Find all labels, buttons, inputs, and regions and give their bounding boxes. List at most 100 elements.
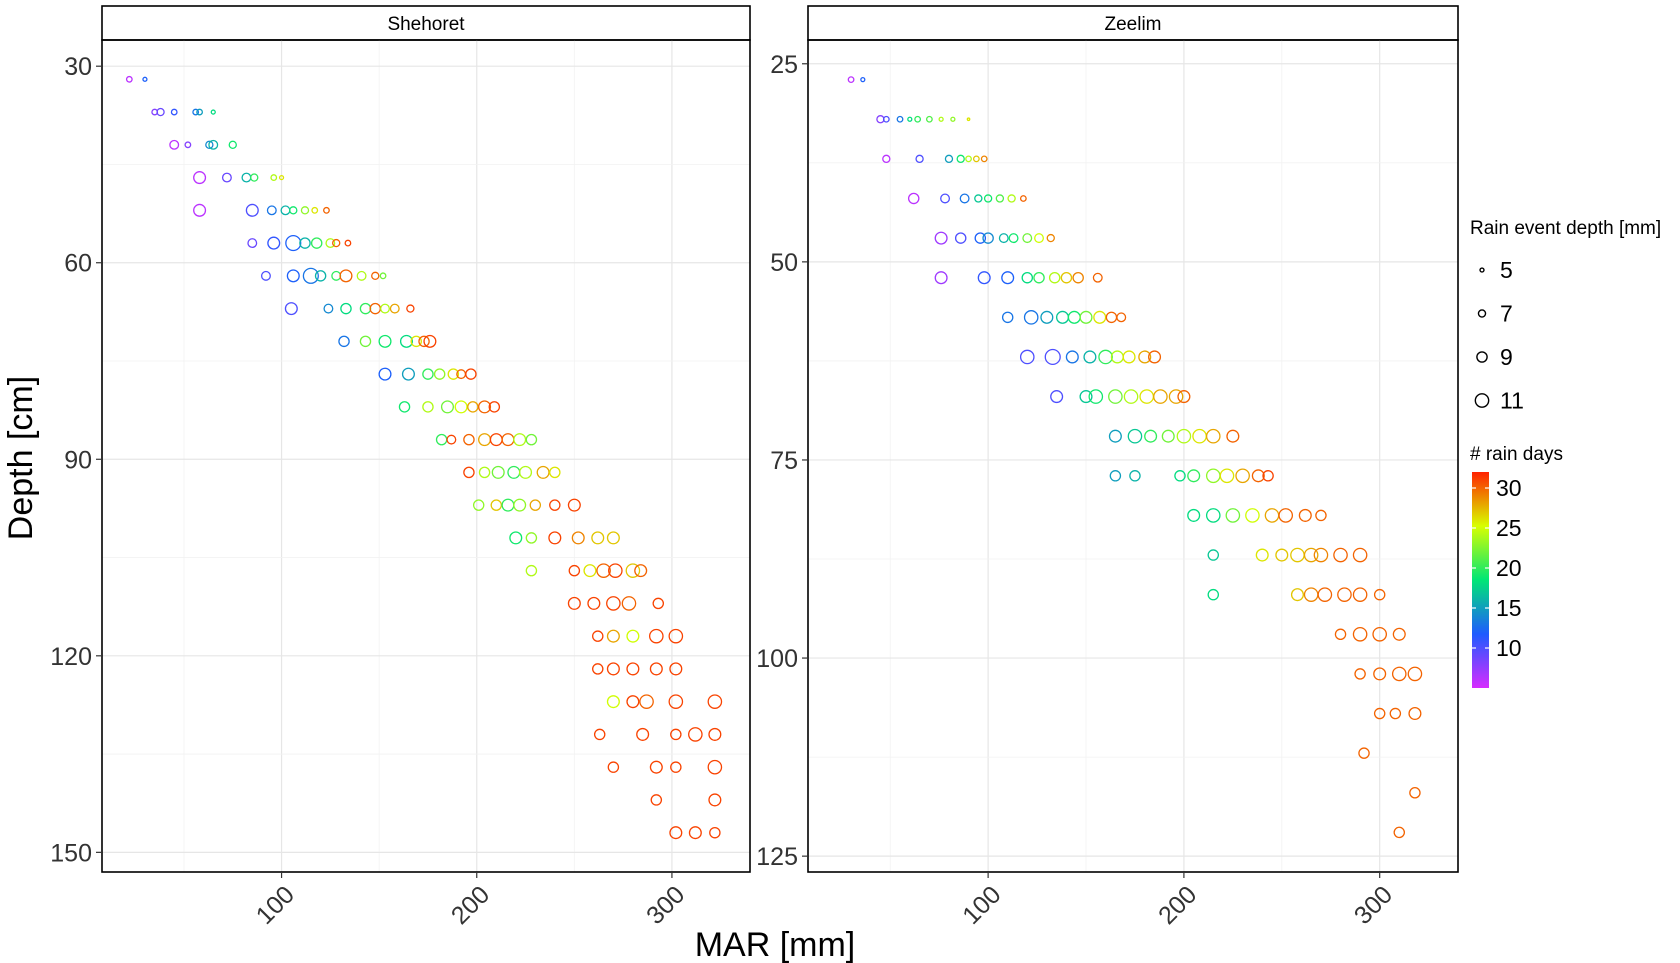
y-tick-label: 50 xyxy=(770,249,798,277)
data-point xyxy=(1207,549,1220,561)
data-point xyxy=(606,662,620,676)
data-point xyxy=(300,206,310,215)
data-point xyxy=(1144,429,1158,443)
data-point xyxy=(280,205,291,216)
data-point xyxy=(914,115,922,123)
data-point xyxy=(1040,310,1054,324)
y-tick-label: 30 xyxy=(64,53,92,81)
data-point xyxy=(1108,389,1123,404)
data-point xyxy=(519,465,533,479)
grid xyxy=(808,40,1458,872)
data-point xyxy=(1372,626,1387,642)
data-point xyxy=(1352,626,1368,642)
data-point xyxy=(688,826,702,840)
data-point xyxy=(221,172,232,183)
color-bar-label: 10 xyxy=(1496,635,1522,661)
data-point xyxy=(1174,470,1186,482)
data-point xyxy=(606,629,620,643)
data-point xyxy=(1153,389,1168,404)
data-point xyxy=(639,694,654,709)
data-point xyxy=(688,727,703,742)
data-point xyxy=(977,271,991,285)
data-point xyxy=(583,564,597,578)
data-point xyxy=(938,116,944,122)
data-point xyxy=(1065,350,1079,364)
data-point xyxy=(567,596,581,610)
data-point xyxy=(422,401,434,413)
data-point xyxy=(649,760,663,774)
data-point xyxy=(649,628,664,644)
panel-frame xyxy=(101,39,751,873)
size-legend-title: Rain event depth [mm] xyxy=(1470,218,1661,239)
x-axis-label: MAR [mm] xyxy=(695,926,856,963)
data-point xyxy=(1067,310,1081,324)
y-tick-label: 75 xyxy=(770,447,798,475)
data-point xyxy=(378,334,392,348)
data-point xyxy=(548,531,562,545)
data-point xyxy=(1389,707,1402,720)
data-point xyxy=(1392,627,1406,641)
data-point xyxy=(338,335,350,348)
legend: Rain event depth [mm] # rain days 5 7 9 11 1… xyxy=(1470,218,1661,688)
data-point xyxy=(433,368,446,380)
data-point xyxy=(1079,390,1093,404)
data-point xyxy=(507,465,521,479)
data-point xyxy=(1044,348,1061,366)
data-point xyxy=(463,466,475,479)
data-point xyxy=(1092,272,1103,283)
data-point xyxy=(1373,707,1386,720)
data-point xyxy=(340,302,352,315)
data-point xyxy=(625,563,641,578)
data-point xyxy=(278,174,285,181)
data-point xyxy=(331,270,342,281)
data-point xyxy=(591,531,605,545)
data-point xyxy=(1333,547,1348,563)
x-tick-label: 200 xyxy=(1153,881,1202,930)
data-point xyxy=(1001,271,1015,285)
data-point xyxy=(339,269,353,283)
data-point xyxy=(1176,428,1192,444)
data-point xyxy=(1001,311,1014,324)
data-point xyxy=(1072,271,1084,284)
data-point xyxy=(907,192,920,205)
size-legend-key xyxy=(1474,393,1490,408)
panel-frame xyxy=(807,39,1459,873)
data-point xyxy=(1022,233,1033,244)
data-point xyxy=(998,233,1009,244)
data-point xyxy=(1373,667,1387,681)
data-point xyxy=(668,628,684,644)
size-legend-key xyxy=(1479,267,1485,273)
data-point xyxy=(1088,389,1104,404)
data-point xyxy=(668,694,684,709)
data-point xyxy=(636,727,650,741)
data-point xyxy=(1109,470,1122,482)
color-bar-label: 15 xyxy=(1496,595,1522,621)
data-point xyxy=(1205,428,1221,444)
color-bar-label: 20 xyxy=(1496,555,1522,581)
data-point xyxy=(587,596,601,610)
data-point xyxy=(228,140,237,150)
data-point xyxy=(1187,469,1201,483)
data-point xyxy=(1298,508,1312,522)
data-point xyxy=(882,115,890,123)
size-legend-label: 9 xyxy=(1500,344,1513,370)
data-point xyxy=(478,433,492,447)
data-point xyxy=(950,116,956,122)
x-tick-label: 100 xyxy=(957,881,1006,930)
data-point xyxy=(1354,668,1366,680)
data-point xyxy=(193,171,207,185)
data-point xyxy=(1317,587,1333,602)
data-point xyxy=(286,269,300,283)
data-point xyxy=(1098,349,1113,365)
data-point xyxy=(210,109,216,115)
data-point xyxy=(247,238,258,249)
data-point xyxy=(708,727,722,741)
data-point xyxy=(1105,311,1118,324)
data-point xyxy=(670,728,682,741)
data-point xyxy=(1278,508,1294,523)
data-point xyxy=(1235,468,1250,484)
data-point xyxy=(708,793,722,807)
data-point xyxy=(1290,588,1304,602)
data-point xyxy=(435,433,448,446)
